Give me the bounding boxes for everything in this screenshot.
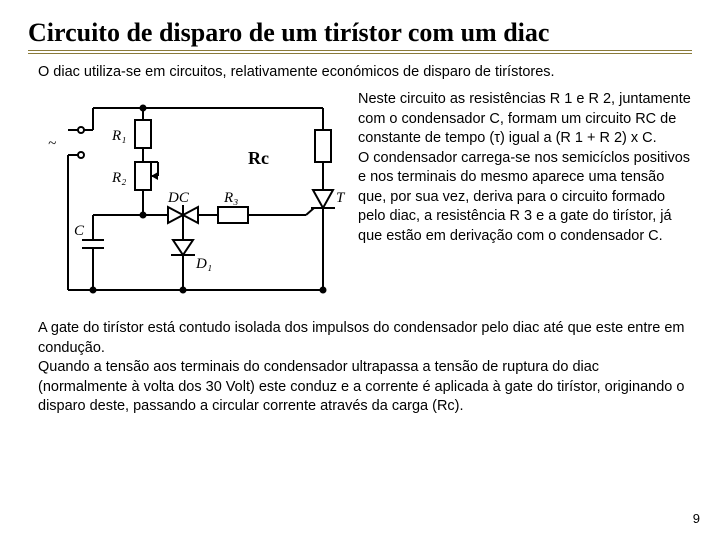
page-number: 9 bbox=[693, 511, 700, 526]
label-r1: R₁ bbox=[111, 128, 126, 144]
label-rc: Rc bbox=[248, 146, 269, 170]
label-t: T bbox=[336, 190, 346, 206]
label-r2: R₂ bbox=[111, 170, 126, 186]
label-c: C bbox=[74, 223, 85, 239]
label-dc: DC bbox=[167, 190, 190, 206]
body-para-3: A gate do tirístor está contudo isolada … bbox=[38, 320, 684, 356]
body-para-4: Quando a tensão aos terminais do condens… bbox=[38, 359, 684, 414]
body-para-2: O condensador carrega-se nos semicíclos … bbox=[358, 150, 690, 244]
label-d1: D₁ bbox=[195, 256, 212, 272]
page-title: Circuito de disparo de um tirístor com u… bbox=[28, 18, 692, 48]
ac-symbol: ~ bbox=[48, 136, 56, 152]
intro-text: O diac utiliza-se em circuitos, relativa… bbox=[38, 64, 692, 80]
label-r3: R₃ bbox=[223, 190, 238, 206]
body-para-1: Neste circuito as resistências R 1 e R 2… bbox=[358, 91, 691, 146]
circuit-figure: ~ R₁ R₂ DC R₃ C D₁ T Rc bbox=[38, 90, 348, 315]
